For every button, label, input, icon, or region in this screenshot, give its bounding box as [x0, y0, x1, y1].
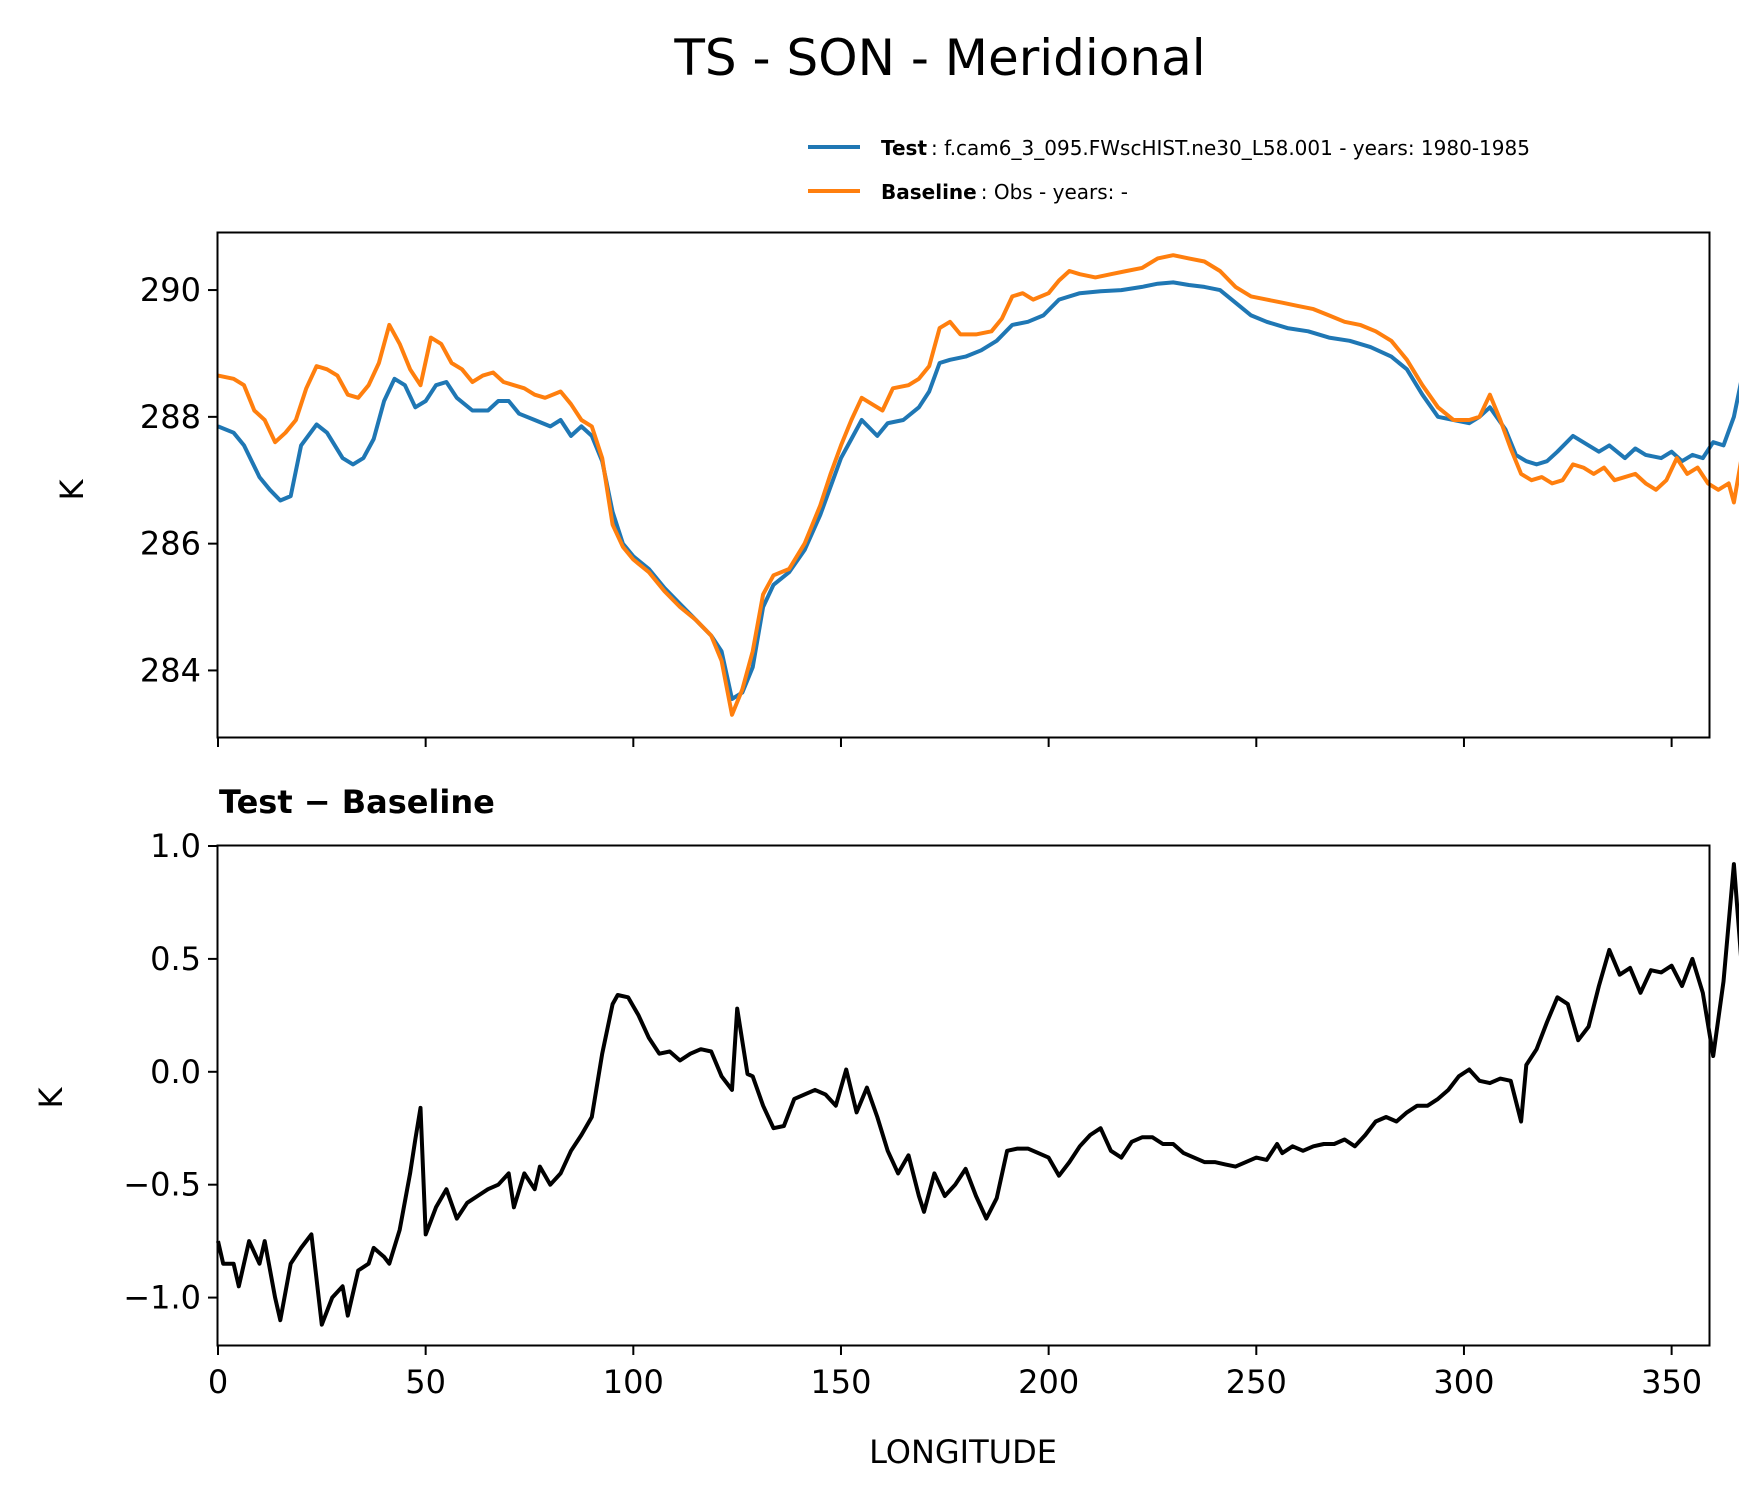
y-tick-label: −0.5 — [123, 1166, 201, 1204]
top-panel: 284 286 288 290 K — [53, 231, 1739, 747]
x-tick-label: 200 — [1018, 1363, 1079, 1401]
x-tick-label: 0 — [208, 1363, 228, 1401]
y-tick-label: 1.0 — [150, 827, 201, 865]
y-tick-label: 0.0 — [150, 1053, 201, 1091]
bottom-y-axis-label: K — [32, 1086, 70, 1108]
bottom-plot-frame — [216, 844, 1711, 1347]
legend-test-entry: Test: f.cam6_3_095.FWscHIST.ne30_L58.001… — [881, 136, 1530, 160]
y-tick-label: 286 — [140, 525, 201, 563]
series-line-baseline — [217, 253, 1739, 717]
legend-test-desc: : f.cam6_3_095.FWscHIST.ne30_L58.001 - y… — [931, 136, 1530, 160]
legend-baseline-entry: Baseline: Obs - years: - — [881, 180, 1128, 204]
bottom-x-ticks: 0 50 100 150 200 250 300 350 — [208, 1345, 1702, 1401]
legend: Test: f.cam6_3_095.FWscHIST.ne30_L58.001… — [808, 136, 1530, 204]
x-axis-label: LONGITUDE — [869, 1433, 1057, 1471]
bottom-series-group — [216, 862, 1739, 1327]
x-tick-label: 100 — [603, 1363, 664, 1401]
legend-baseline-label: Baseline — [881, 180, 977, 204]
bottom-panel-title: Test − Baseline — [219, 783, 495, 821]
bottom-y-ticks: −1.0 −0.5 0.0 0.5 1.0 — [123, 827, 218, 1317]
x-tick-label: 300 — [1433, 1363, 1494, 1401]
y-tick-label: 290 — [140, 271, 201, 309]
top-series-group — [217, 253, 1739, 717]
legend-test-label: Test — [881, 136, 927, 160]
x-tick-label: 150 — [810, 1363, 871, 1401]
y-tick-label: −1.0 — [123, 1279, 201, 1317]
figure-title: TS - SON - Meridional — [673, 29, 1205, 87]
top-plot-frame — [216, 231, 1711, 739]
top-x-ticks — [217, 737, 1673, 747]
x-tick-label: 50 — [405, 1363, 446, 1401]
series-line-test-baseline — [216, 862, 1739, 1327]
legend-baseline-desc: : Obs - years: - — [981, 180, 1128, 204]
x-tick-label: 250 — [1226, 1363, 1287, 1401]
top-y-axis-label: K — [53, 478, 91, 500]
bottom-panel: Test − Baseline −1.0 −0.5 0.0 0.5 1.0 0 50 100… — [32, 783, 1739, 1471]
y-tick-label: 284 — [140, 651, 201, 689]
series-line-test — [217, 280, 1739, 701]
top-y-ticks: 284 286 288 290 — [140, 271, 218, 689]
y-tick-label: 288 — [140, 398, 201, 436]
x-tick-label: 350 — [1641, 1363, 1702, 1401]
y-tick-label: 0.5 — [150, 940, 201, 978]
